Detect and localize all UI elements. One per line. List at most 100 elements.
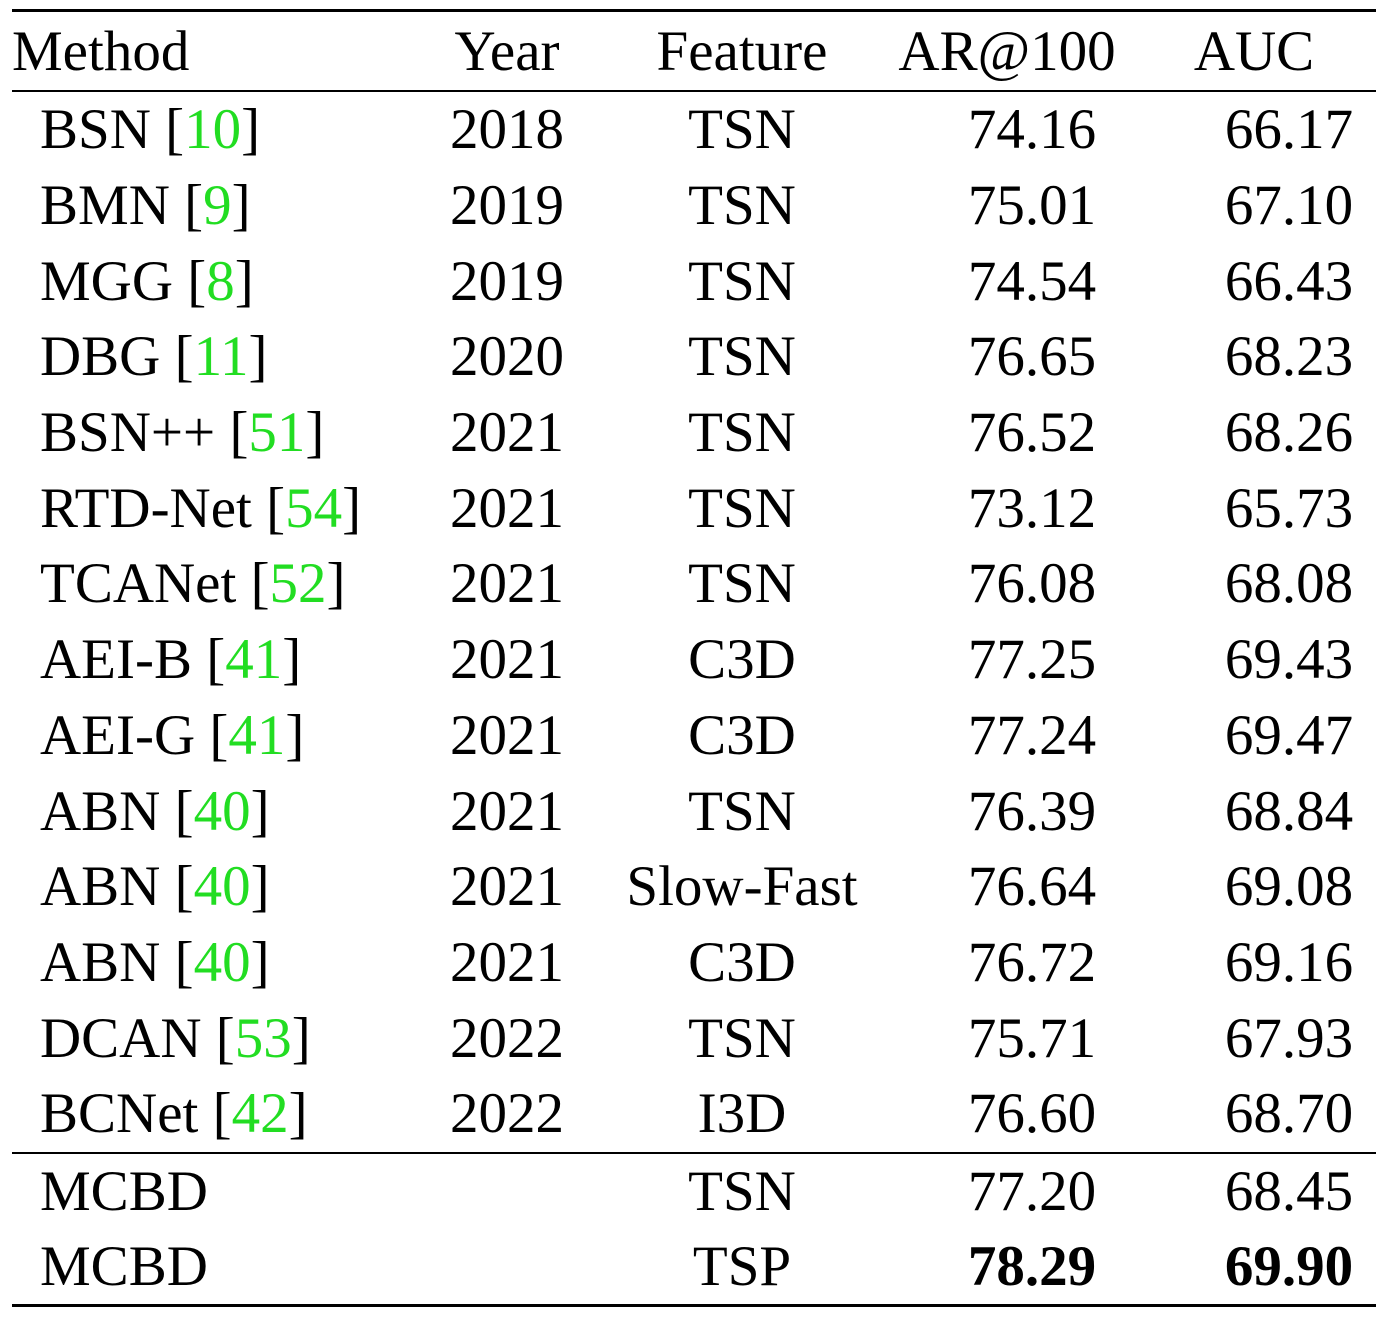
ar100-cell: 76.39 (967, 779, 1097, 843)
citation-close-bracket: ] (326, 552, 346, 616)
method-cell: ABN [40] (12, 849, 412, 925)
citation-close-bracket: ] (250, 930, 270, 994)
table-row: DCAN [53] 2022 TSN 75.71 67.93 (12, 1000, 1376, 1076)
feature-cell: TSN (688, 401, 796, 465)
citation-open-bracket: [ (201, 1006, 235, 1070)
feature-cell: TSN (688, 476, 796, 540)
citation-link[interactable]: 10 (184, 98, 242, 162)
citation-open-bracket: [ (215, 401, 249, 465)
ar100-cell: 77.25 (967, 628, 1097, 692)
ar100-cell: 77.24 (967, 703, 1097, 767)
citation-link[interactable]: 42 (231, 1082, 289, 1146)
citation-link[interactable]: 52 (269, 552, 327, 616)
auc-cell: 67.10 (1224, 174, 1354, 238)
citation-close-bracket: ] (231, 174, 251, 238)
feature-cell: Slow-Fast (626, 855, 858, 919)
citation-close-bracket: ] (248, 325, 268, 389)
citation-open-bracket: [ (236, 552, 270, 616)
citation-open-bracket: [ (191, 628, 226, 692)
ar100-cell: 76.08 (967, 552, 1097, 616)
method-name: BCNet (40, 1082, 199, 1146)
feature-cell: TSN (688, 174, 796, 238)
feature-cell: C3D (688, 628, 796, 692)
citation-open-bracket: [ (160, 325, 194, 389)
table-row: DBG [11] 2020 TSN 76.65 68.23 (12, 319, 1376, 395)
method-name: RTD-Net (40, 476, 252, 540)
citation-open-bracket: [ (160, 855, 194, 919)
feature-cell: TSN (688, 325, 796, 389)
auc-cell: 66.17 (1224, 98, 1354, 162)
year-cell: 2021 (450, 628, 564, 692)
citation-link[interactable]: 51 (248, 401, 306, 465)
ar100-cell: 74.54 (967, 249, 1097, 313)
citation-open-bracket: [ (195, 703, 229, 767)
table-row-ours: MCBD TSN 77.20 68.45 (12, 1153, 1376, 1229)
citation-link[interactable]: 40 (193, 779, 251, 843)
feature-cell: TSN (688, 98, 796, 162)
table-row: ABN [40] 2021 Slow-Fast 76.64 69.08 (12, 849, 1376, 925)
table-row: ABN [40] 2021 C3D 76.72 69.16 (12, 925, 1376, 1001)
feature-cell: C3D (688, 930, 796, 994)
year-cell: 2021 (450, 779, 564, 843)
method-cell: DBG [11] (12, 319, 412, 395)
method-cell: DCAN [53] (12, 1000, 412, 1076)
year-cell (412, 1228, 602, 1307)
table-row: BSN [10] 2018 TSN 74.16 66.17 (12, 91, 1376, 168)
method-name: ABN (40, 855, 161, 919)
table-row: BSN++ [51] 2021 TSN 76.52 68.26 (12, 395, 1376, 471)
citation-link[interactable]: 41 (225, 628, 283, 692)
table-row: MGG [8] 2019 TSN 74.54 66.43 (12, 243, 1376, 319)
citation-link[interactable]: 11 (193, 325, 249, 389)
ar100-cell: 75.01 (967, 174, 1097, 238)
citation-close-bracket: ] (305, 401, 325, 465)
citation-close-bracket: ] (282, 628, 302, 692)
method-name: DCAN (40, 1006, 202, 1070)
auc-cell: 68.45 (1224, 1159, 1354, 1223)
method-cell: AEI-B [41] (12, 622, 412, 698)
citation-link[interactable]: 53 (234, 1006, 292, 1070)
ar100-cell: 75.71 (967, 1006, 1097, 1070)
table-body-ours: MCBD TSN 77.20 68.45 MCBD TSP 78.29 69.90 (12, 1153, 1376, 1307)
feature-cell: TSN (688, 1006, 796, 1070)
method-name: TCANet (40, 552, 237, 616)
method-name: ABN (40, 930, 161, 994)
method-name: AEI-B (40, 628, 192, 692)
feature-cell: I3D (602, 1075, 882, 1154)
method-cell: BMN [9] (12, 168, 412, 244)
header-row: Method Year Feature AR@100 AUC (12, 9, 1376, 92)
year-cell: 2021 (450, 552, 564, 616)
citation-link[interactable]: 40 (193, 930, 251, 994)
header-auc: AUC (1132, 9, 1376, 92)
table-row: TCANet [52] 2021 TSN 76.08 68.08 (12, 546, 1376, 622)
ar100-cell: 73.12 (967, 476, 1097, 540)
method-name: AEI-G (40, 703, 196, 767)
citation-link[interactable]: 41 (228, 703, 286, 767)
citation-open-bracket: [ (150, 98, 185, 162)
ar100-cell: 76.52 (967, 401, 1097, 465)
method-cell: ABN [40] (12, 925, 412, 1001)
method-cell: AEI-G [41] (12, 698, 412, 774)
year-cell: 2020 (450, 325, 564, 389)
method-cell: RTD-Net [54] (12, 470, 412, 546)
auc-cell: 69.90 (1132, 1228, 1376, 1307)
citation-close-bracket: ] (250, 855, 270, 919)
auc-cell: 69.47 (1224, 703, 1354, 767)
ar100-cell: 78.29 (882, 1228, 1132, 1307)
citation-close-bracket: ] (234, 249, 254, 313)
feature-cell: TSP (602, 1228, 882, 1307)
method-name: BSN++ (40, 401, 216, 465)
auc-cell: 68.26 (1224, 401, 1354, 465)
method-cell: MGG [8] (12, 243, 412, 319)
citation-link[interactable]: 54 (285, 476, 343, 540)
year-cell: 2019 (450, 174, 564, 238)
ar100-cell: 76.64 (967, 855, 1097, 919)
citation-link[interactable]: 8 (206, 249, 235, 313)
citation-link[interactable]: 40 (193, 855, 251, 919)
citation-link[interactable]: 9 (203, 174, 232, 238)
citation-open-bracket: [ (251, 476, 286, 540)
ar100-cell: 76.72 (967, 930, 1097, 994)
year-cell: 2018 (450, 98, 564, 162)
method-cell: BSN [10] (12, 91, 412, 168)
year-cell: 2021 (450, 703, 564, 767)
year-cell (412, 1153, 602, 1229)
